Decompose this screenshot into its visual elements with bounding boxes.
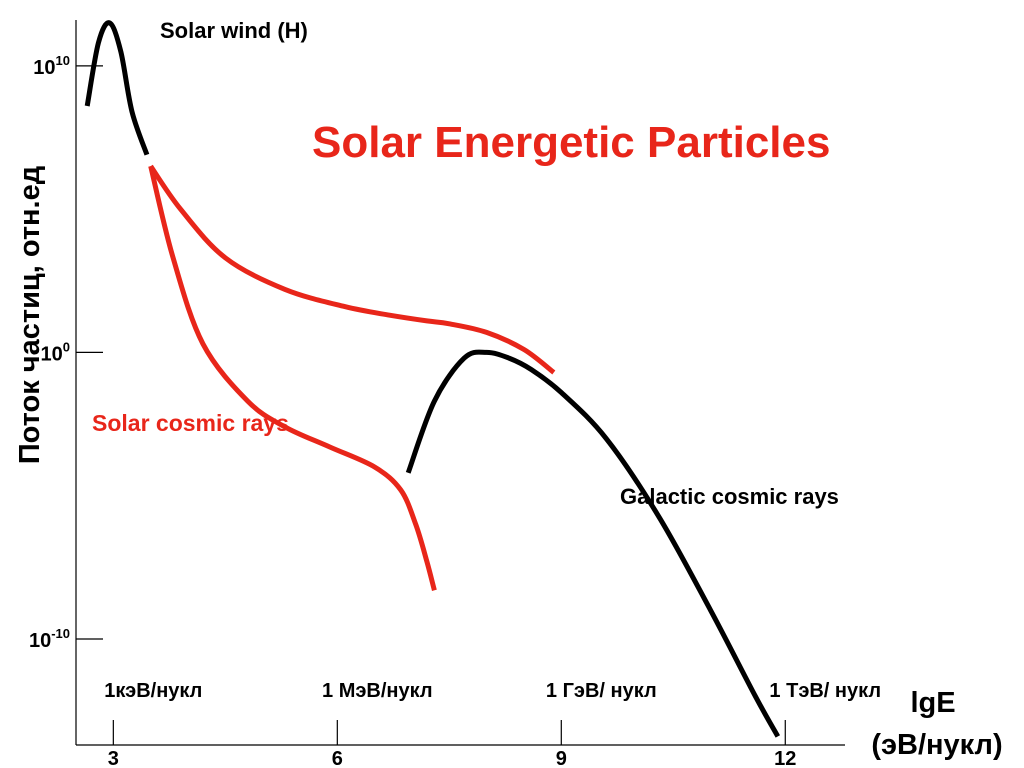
series-group: [84, 20, 780, 738]
y-tick-label: 1010: [33, 53, 70, 79]
x-tick-label: 9: [556, 748, 567, 768]
energy-label: 1 ТэВ/ нукл: [769, 680, 881, 702]
x-ticks: 3 6 9 12: [108, 720, 796, 768]
energy-labels: 1кэВ/нукл 1 МэВ/нукл 1 ГэВ/ нукл 1 ТэВ/ нук…: [104, 680, 881, 702]
energy-label: 1 МэВ/нукл: [322, 680, 433, 702]
series-line-solar-cosmic-rays-lower: [148, 165, 437, 591]
series-label-galactic-cosmic-rays: Galactic cosmic rays: [620, 484, 839, 509]
series-label-solar-wind: Solar wind (H): [160, 18, 308, 43]
x-tick-label: 6: [332, 748, 343, 768]
energy-label: 1 ГэВ/ нукл: [546, 680, 657, 702]
series-line-solar-wind: [84, 20, 150, 156]
x-axis-label-line2: (эВ/нукл): [871, 729, 1002, 761]
energy-label: 1кэВ/нукл: [104, 680, 202, 702]
y-tick-label: 10-10: [29, 626, 70, 652]
series-line-solar-cosmic-rays-upper: [148, 164, 556, 375]
x-tick-label: 3: [108, 748, 119, 768]
y-axis-label: Поток частиц, отн.ед: [14, 166, 46, 464]
y-ticks: 1010 100 10-10: [29, 53, 103, 652]
x-tick-label: 12: [774, 748, 796, 768]
series-line-galactic-cosmic-rays: [405, 349, 780, 738]
chart-title: Solar Energetic Particles: [312, 118, 830, 167]
series-label-solar-cosmic-rays: Solar cosmic rays: [92, 410, 289, 436]
x-axis-label-line1: lgE: [910, 687, 955, 719]
y-tick-label: 100: [41, 339, 70, 365]
